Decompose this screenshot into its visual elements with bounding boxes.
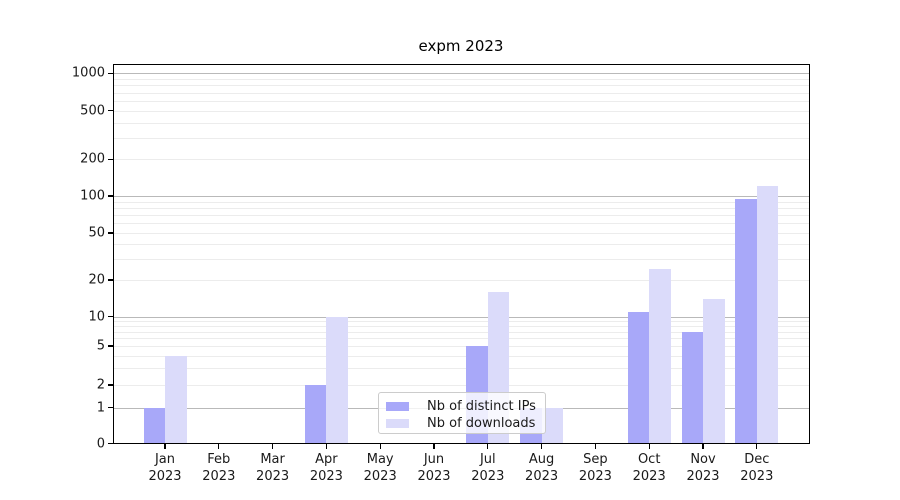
x-tick-label: Apr 2023 [309,451,343,484]
bar-downloads-aug [541,407,564,444]
x-tick-mark [433,443,435,449]
y-tick-label: 2 [96,377,105,393]
y-tick-mark [108,442,113,445]
y-tick-label: 50 [88,225,105,241]
y-tick-mark [108,110,113,112]
x-tick-mark [379,443,381,449]
y-tick-mark [108,72,113,74]
minor-gridline [113,385,810,386]
minor-gridline [113,331,810,333]
minor-gridline [113,215,810,216]
chart-title: expm 2023 [418,37,504,55]
x-tick-mark [648,443,650,449]
x-tick-mark [218,443,220,449]
minor-gridline [113,259,810,261]
x-tick-mark [541,443,543,449]
minor-gridline [113,346,810,347]
minor-gridline [113,280,810,281]
minor-gridline [113,321,810,322]
minor-gridline [113,137,810,139]
x-tick-label: Sep 2023 [578,451,612,484]
x-tick-mark [164,443,166,449]
bar-distinct-ips-jan [143,407,165,444]
minor-gridline [113,326,810,327]
y-tick-mark [108,384,113,386]
x-tick-label: Feb 2023 [202,451,236,484]
y-tick-label: 1000 [71,65,105,81]
y-tick-mark [108,158,113,160]
minor-gridline [113,201,810,203]
minor-gridline [113,207,810,209]
y-tick-label: 10 [88,309,105,324]
y-tick-label: 100 [80,188,105,204]
y-tick-mark [108,232,113,234]
minor-gridline [113,223,810,225]
x-tick-label: Jul 2023 [471,451,505,484]
bar-downloads-oct [649,268,671,444]
x-tick-mark [325,443,327,449]
minor-gridline [113,92,810,94]
bar-distinct-ips-dec [735,198,757,444]
x-tick-mark [487,443,489,449]
minor-gridline [113,110,810,112]
legend-label-downloads: Nb of downloads [427,416,536,431]
minor-gridline [113,233,810,234]
bar-downloads-apr [326,316,348,444]
bar-downloads-jan [165,355,187,444]
x-tick-mark [272,443,274,449]
minor-gridline [113,79,810,80]
bar-distinct-ips-nov [681,331,703,444]
x-tick-mark [594,443,596,449]
minor-gridline [113,122,810,124]
minor-gridline [113,367,810,369]
y-tick-mark [108,345,113,347]
major-gridline [113,316,810,318]
minor-gridline [113,159,810,161]
x-tick-label: Jan 2023 [148,451,182,484]
y-tick-label: 200 [80,151,105,167]
minor-gridline [113,338,810,340]
bar-distinct-ips-oct [627,311,650,444]
legend: Nb of distinct IPs Nb of downloads [378,392,546,434]
x-tick-label: Dec 2023 [740,451,774,484]
legend-item-distinct-ips: Nb of distinct IPs [386,399,536,414]
x-tick-label: Jun 2023 [417,451,451,484]
y-tick-mark [108,279,113,281]
y-tick-label: 20 [88,272,105,288]
y-tick-label: 1 [96,400,105,415]
bar-downloads-dec [756,186,779,444]
major-gridline [113,196,810,197]
x-tick-label: Mar 2023 [256,451,290,484]
x-tick-label: May 2023 [363,451,397,484]
y-tick-mark [108,315,113,318]
y-tick-label: 500 [80,103,105,119]
legend-item-downloads: Nb of downloads [386,416,536,431]
x-tick-label: Oct 2023 [632,451,666,484]
y-tick-label: 5 [96,338,105,354]
x-tick-mark [756,443,758,449]
bar-downloads-nov [703,298,725,444]
legend-swatch-distinct-ips [386,402,409,411]
legend-swatch-downloads [386,419,409,428]
x-tick-label: Nov 2023 [686,451,720,484]
minor-gridline [113,85,810,87]
minor-gridline [113,355,810,357]
legend-label-distinct-ips: Nb of distinct IPs [427,399,536,414]
y-tick-mark [108,406,113,409]
bar-distinct-ips-apr [304,385,327,444]
y-tick-mark [108,195,113,197]
x-tick-label: Aug 2023 [525,451,559,484]
minor-gridline [113,244,810,246]
major-gridline [113,73,810,75]
minor-gridline [113,100,810,102]
x-tick-mark [702,443,704,449]
y-tick-label: 0 [96,436,105,451]
